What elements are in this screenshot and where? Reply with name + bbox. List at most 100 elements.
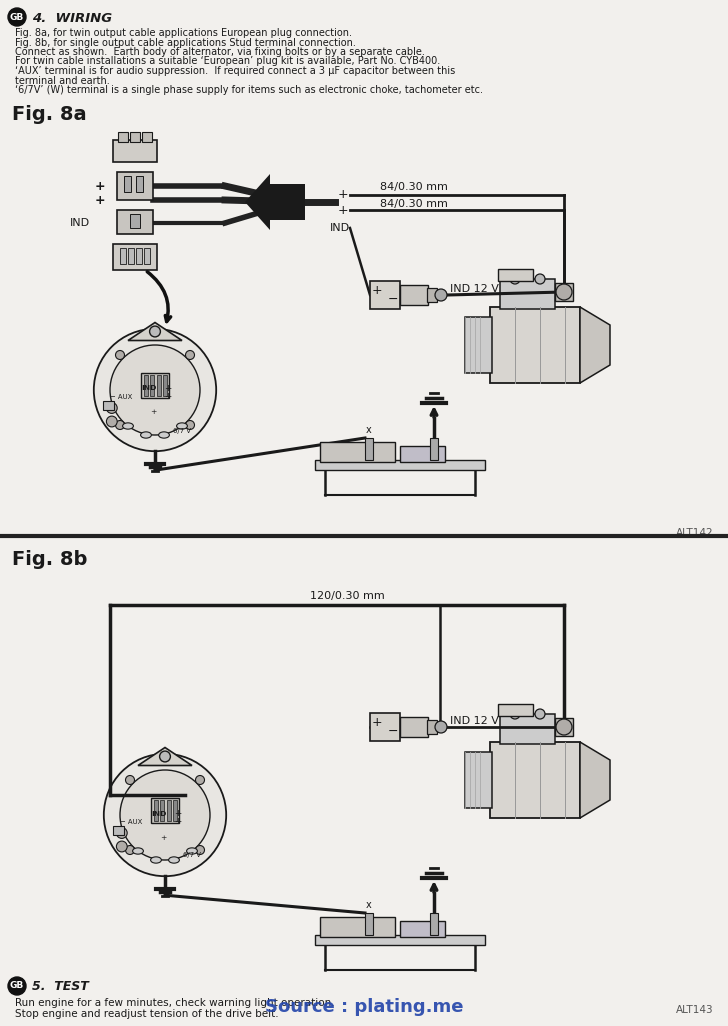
Bar [136,248,142,264]
Text: GB: GB [10,982,24,990]
Text: +: + [160,834,167,840]
Circle shape [120,770,210,860]
Circle shape [125,776,135,785]
Circle shape [116,828,127,838]
Ellipse shape [159,432,170,438]
Circle shape [435,721,447,733]
Text: +: + [174,808,181,818]
Bar [427,720,437,734]
Text: 5.  TEST: 5. TEST [32,980,89,993]
Polygon shape [580,307,610,383]
Bar [130,214,140,228]
Text: IND 12 V, 2.2 W: IND 12 V, 2.2 W [450,284,538,294]
Text: ‘AUX’ terminal is for audio suppression.  If required connect a 3 μF capacitor b: ‘AUX’ terminal is for audio suppression.… [15,66,455,76]
Text: ALT143: ALT143 [676,1005,714,1015]
Bar [128,248,134,264]
Text: IND: IND [141,386,157,392]
Circle shape [149,326,160,337]
Bar [498,704,533,716]
Text: +: + [338,189,349,201]
Circle shape [116,351,124,359]
Bar [157,374,161,396]
Bar [124,176,131,192]
Text: x: x [366,425,372,435]
Bar [365,438,373,460]
Text: IND: IND [151,811,167,817]
Ellipse shape [186,847,197,855]
Circle shape [535,274,545,284]
Bar [103,401,114,409]
Bar [400,446,445,462]
Text: +: + [95,180,105,193]
Circle shape [510,709,520,719]
Text: +: + [151,409,157,416]
Polygon shape [128,322,182,341]
Circle shape [106,402,117,413]
Text: Fig. 8a: Fig. 8a [12,105,87,124]
Bar [144,248,150,264]
Ellipse shape [151,857,162,863]
Circle shape [196,776,205,785]
Bar [490,307,580,383]
Ellipse shape [177,423,187,429]
Bar [400,921,445,937]
Text: − AUX: − AUX [120,819,143,825]
Bar [430,913,438,935]
Circle shape [104,754,226,876]
Bar [320,917,395,937]
Bar [315,935,485,945]
Polygon shape [580,742,610,818]
Bar [315,460,485,470]
Text: +: + [174,817,181,826]
Bar [167,800,170,821]
Bar [500,714,555,744]
Text: +: + [372,284,382,298]
Bar [130,132,140,142]
Bar [427,288,437,302]
Text: 4.  WIRING: 4. WIRING [32,12,112,25]
Circle shape [535,709,545,719]
Text: +: + [338,203,349,216]
Bar [113,244,157,270]
Circle shape [106,417,117,427]
Circle shape [159,751,170,762]
Text: −: − [388,292,398,306]
Bar [370,281,400,309]
Text: −: − [388,724,398,738]
Bar [144,374,148,396]
Text: Run engine for a few minutes, check warning light operation.: Run engine for a few minutes, check warn… [15,998,335,1008]
Circle shape [116,421,124,430]
Text: Fig. 8b: Fig. 8b [12,550,87,569]
Bar [365,913,373,935]
Circle shape [125,845,135,855]
Text: 84/0.30 mm: 84/0.30 mm [380,199,448,209]
Polygon shape [138,748,192,765]
Bar [151,798,179,823]
Text: 6/7 V: 6/7 V [183,853,201,859]
Text: Fig. 8b, for single output cable applications Stud terminal connection.: Fig. 8b, for single output cable applica… [15,38,356,47]
Circle shape [435,289,447,301]
Text: Connect as shown.  Earth body of alternator, via fixing bolts or by a separate c: Connect as shown. Earth body of alternat… [15,47,425,57]
Bar [490,742,580,818]
Polygon shape [245,174,305,230]
Text: For twin cable installations a suitable ‘European’ plug kit is available, Part N: For twin cable installations a suitable … [15,56,440,67]
Ellipse shape [122,423,133,429]
Circle shape [186,421,194,430]
Ellipse shape [169,857,179,863]
Text: IND 12 V, 2.2 W: IND 12 V, 2.2 W [450,716,538,726]
Bar [142,132,152,142]
Circle shape [116,841,127,852]
Circle shape [8,977,26,995]
Bar [113,826,124,835]
Bar [173,800,177,821]
Text: IND: IND [70,218,90,228]
Bar [113,140,157,162]
Circle shape [94,328,216,451]
Bar [555,283,573,301]
Bar [117,210,153,234]
Bar [163,374,167,396]
Circle shape [510,274,520,284]
Bar [400,717,428,737]
Text: − AUX: − AUX [110,394,132,400]
Text: +: + [164,392,171,401]
